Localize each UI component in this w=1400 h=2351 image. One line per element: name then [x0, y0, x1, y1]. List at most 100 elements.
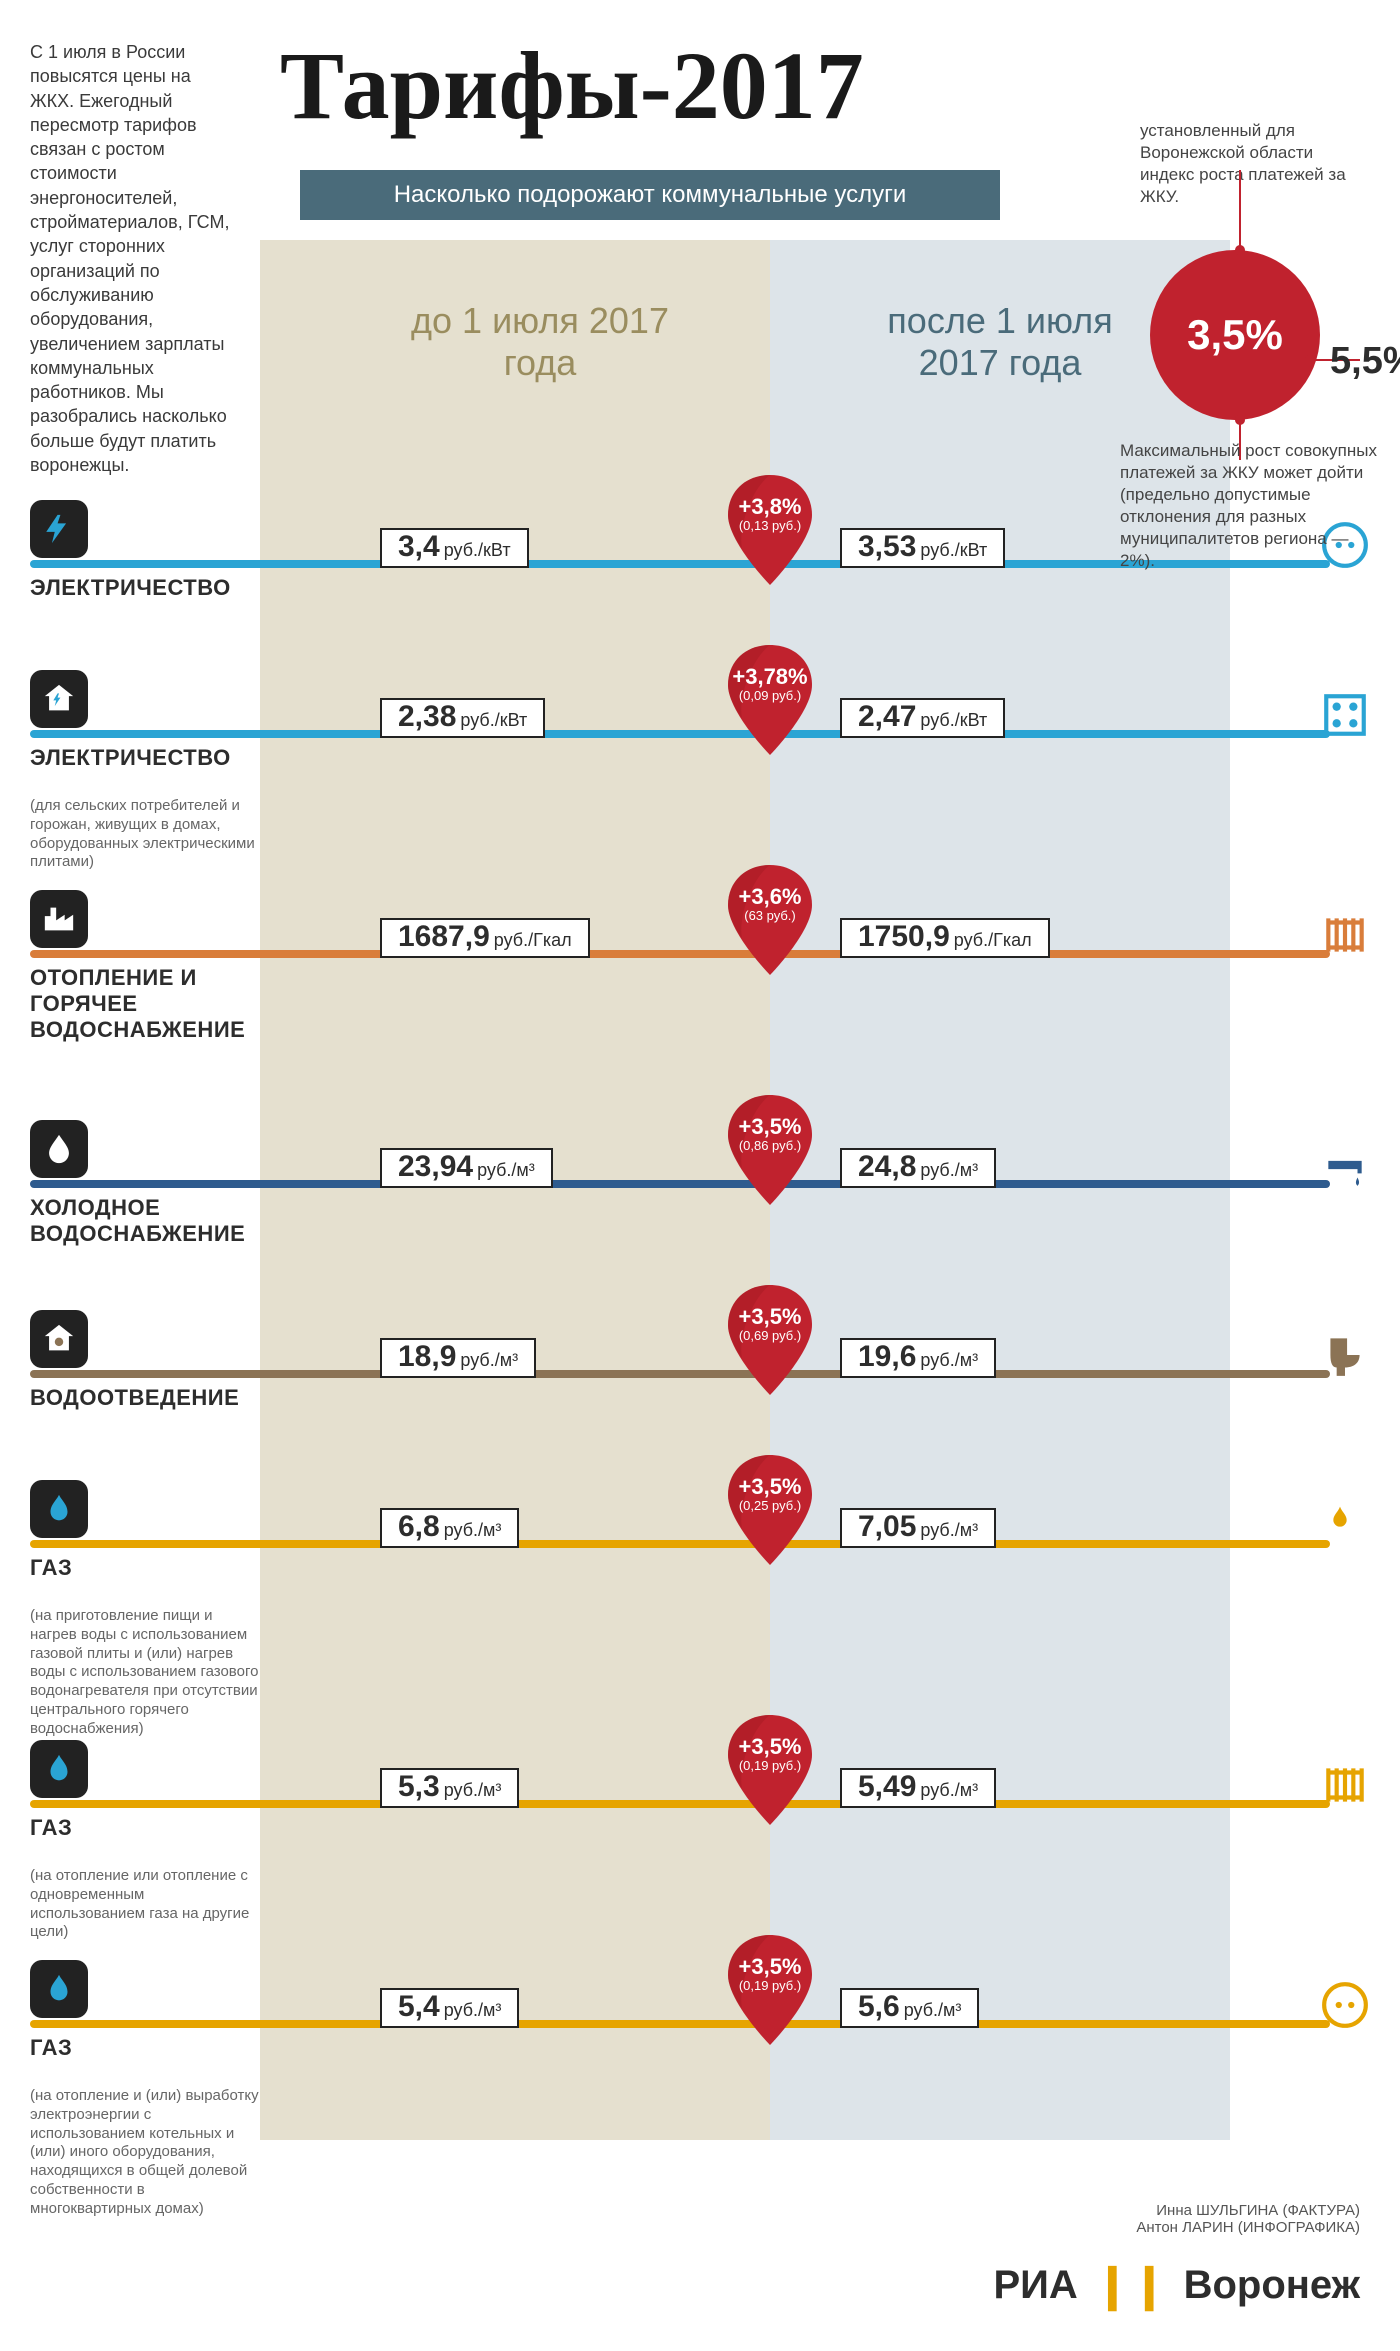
- flame-small-icon: [1320, 1500, 1360, 1545]
- value-before-unit: руб./Гкал: [494, 930, 572, 951]
- tap-icon: [1320, 1140, 1370, 1195]
- bolt-icon: [30, 500, 88, 558]
- row-note: (для сельских потребителей и горожан, жи…: [30, 797, 260, 872]
- value-before-num: 23,94: [398, 1150, 473, 1184]
- pipe: [30, 950, 1330, 958]
- value-after-unit: руб./кВт: [920, 710, 987, 731]
- value-after-unit: руб./Гкал: [954, 930, 1032, 951]
- page-title: Тарифы-2017: [280, 30, 864, 141]
- bg-before: [260, 240, 770, 2140]
- value-before: 23,94 руб./м³: [380, 1148, 553, 1188]
- row-label: ОТОПЛЕНИЕ И ГОРЯЧЕЕ ВОДОСНАБЖЕНИЕ: [30, 965, 250, 1043]
- change-sub: (0,19 руб.): [720, 1978, 820, 1993]
- brand-left: РИА: [994, 2263, 1078, 2308]
- index-bottom-label: Максимальный рост совокупных платежей за…: [1120, 440, 1380, 573]
- change-pct: +3,5%: [720, 1954, 820, 1980]
- value-before: 5,3 руб./м³: [380, 1768, 519, 1808]
- credit-designer: Антон ЛАРИН (ИНФОГРАФИКА): [994, 2219, 1361, 2236]
- index-max-value: 5,5%: [1330, 340, 1400, 383]
- stove-icon: [1320, 690, 1370, 745]
- radiator-icon: [1320, 910, 1370, 965]
- value-after-unit: руб./м³: [904, 2000, 962, 2021]
- value-after-num: 24,8: [858, 1150, 916, 1184]
- index-leaders-svg: [1120, 150, 1380, 480]
- change-pct: +3,6%: [720, 884, 820, 910]
- flame-icon: [30, 1480, 88, 1538]
- drop-icon: [30, 1120, 88, 1178]
- value-after: 2,47 руб./кВт: [840, 698, 1005, 738]
- value-before: 2,38 руб./кВт: [380, 698, 545, 738]
- value-before-num: 1687,9: [398, 920, 490, 954]
- infographic-page: С 1 июля в России повысятся цены на ЖКХ.…: [0, 0, 1400, 2351]
- row-note: (на приготовление пищи и нагрев воды с и…: [30, 1607, 260, 1738]
- value-before-num: 2,38: [398, 700, 456, 734]
- change-pct: +3,5%: [720, 1734, 820, 1760]
- change-sub: (0,09 руб.): [720, 688, 820, 703]
- pipe: [30, 1180, 1330, 1188]
- value-after: 24,8 руб./м³: [840, 1148, 996, 1188]
- change-pin: +3,5% (0,19 руб.): [720, 1710, 820, 1830]
- pipe: [30, 730, 1330, 738]
- brand: РИА ❙❙ Воронеж: [994, 2260, 1361, 2311]
- row-label: ЭЛЕКТРИЧЕСТВО: [30, 745, 250, 771]
- value-before-unit: руб./м³: [460, 1350, 518, 1371]
- pipe: [30, 1800, 1330, 1808]
- change-pin: +3,6% (63 руб.): [720, 860, 820, 980]
- value-after: 3,53 руб./кВт: [840, 528, 1005, 568]
- value-before-unit: руб./кВт: [460, 710, 527, 731]
- value-before-num: 5,3: [398, 1770, 440, 1804]
- value-after-num: 5,6: [858, 1990, 900, 2024]
- pipe: [30, 2020, 1330, 2028]
- change-pin: +3,5% (0,19 руб.): [720, 1930, 820, 2050]
- toilet-icon: [1320, 1330, 1370, 1385]
- value-before-num: 18,9: [398, 1340, 456, 1374]
- value-after-num: 19,6: [858, 1340, 916, 1374]
- value-before-num: 3,4: [398, 530, 440, 564]
- value-after-unit: руб./м³: [920, 1520, 978, 1541]
- value-after: 5,6 руб./м³: [840, 1988, 979, 2028]
- value-before: 3,4 руб./кВт: [380, 528, 529, 568]
- brand-right: Воронеж: [1184, 2263, 1360, 2308]
- change-sub: (0,25 руб.): [720, 1498, 820, 1513]
- value-before-unit: руб./м³: [444, 2000, 502, 2021]
- value-after-unit: руб./м³: [920, 1350, 978, 1371]
- socket-icon: [1320, 1980, 1370, 2035]
- house-drop-icon: [30, 1310, 88, 1368]
- value-after: 7,05 руб./м³: [840, 1508, 996, 1548]
- value-after: 19,6 руб./м³: [840, 1338, 996, 1378]
- change-sub: (0,86 руб.): [720, 1138, 820, 1153]
- change-pct: +3,78%: [720, 664, 820, 690]
- change-pct: +3,5%: [720, 1474, 820, 1500]
- value-before-num: 5,4: [398, 1990, 440, 2024]
- change-pin: +3,5% (0,25 руб.): [720, 1450, 820, 1570]
- value-before-unit: руб./м³: [444, 1780, 502, 1801]
- change-sub: (0,19 руб.): [720, 1758, 820, 1773]
- period-after: после 1 июля 2017 года: [860, 300, 1140, 384]
- row-label: ЭЛЕКТРИЧЕСТВО: [30, 575, 250, 601]
- pipe: [30, 1540, 1330, 1548]
- value-before-unit: руб./м³: [444, 1520, 502, 1541]
- value-after-num: 7,05: [858, 1510, 916, 1544]
- change-pct: +3,5%: [720, 1114, 820, 1140]
- value-before-unit: руб./кВт: [444, 540, 511, 561]
- value-before: 18,9 руб./м³: [380, 1338, 536, 1378]
- change-pin: +3,5% (0,69 руб.): [720, 1280, 820, 1400]
- intro-text: С 1 июля в России повысятся цены на ЖКХ.…: [30, 40, 230, 477]
- value-before: 6,8 руб./м³: [380, 1508, 519, 1548]
- value-after-unit: руб./м³: [920, 1780, 978, 1801]
- value-before: 5,4 руб./м³: [380, 1988, 519, 2028]
- period-before: до 1 июля 2017 года: [400, 300, 680, 384]
- row-label: ГАЗ: [30, 1555, 250, 1581]
- change-pin: +3,5% (0,86 руб.): [720, 1090, 820, 1210]
- change-pct: +3,8%: [720, 494, 820, 520]
- value-before-unit: руб./м³: [477, 1160, 535, 1181]
- footer: Инна ШУЛЬГИНА (ФАКТУРА) Антон ЛАРИН (ИНФ…: [994, 2202, 1361, 2311]
- value-after-unit: руб./кВт: [920, 540, 987, 561]
- row-label: ВОДООТВЕДЕНИЕ: [30, 1385, 250, 1411]
- brand-sep-icon: ❙❙: [1094, 2260, 1168, 2311]
- row-label: ГАЗ: [30, 2035, 250, 2061]
- change-sub: (0,13 руб.): [720, 518, 820, 533]
- value-after: 5,49 руб./м³: [840, 1768, 996, 1808]
- change-sub: (0,69 руб.): [720, 1328, 820, 1343]
- value-before: 1687,9 руб./Гкал: [380, 918, 590, 958]
